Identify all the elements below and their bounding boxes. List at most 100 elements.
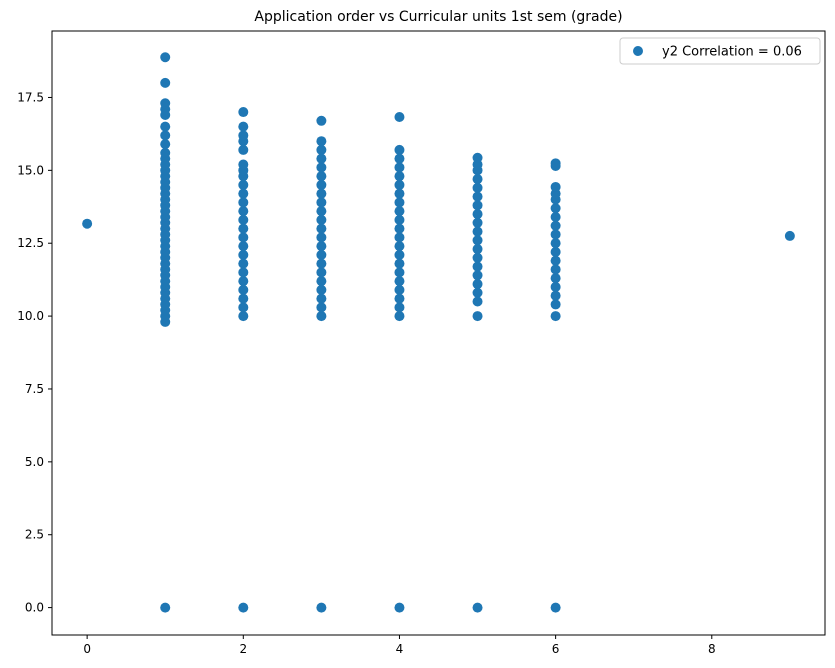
- data-point: [160, 602, 171, 613]
- data-point: [160, 147, 171, 158]
- data-point: [472, 270, 483, 281]
- data-point: [316, 284, 327, 295]
- data-point: [550, 220, 561, 231]
- data-point: [394, 241, 405, 252]
- data-point: [550, 299, 561, 310]
- data-point: [394, 214, 405, 225]
- data-point: [316, 293, 327, 304]
- data-point: [472, 252, 483, 263]
- data-point: [316, 276, 327, 287]
- data-point: [550, 181, 561, 192]
- data-point: [550, 273, 561, 284]
- data-point: [472, 191, 483, 202]
- data-point: [550, 246, 561, 257]
- data-point: [472, 235, 483, 246]
- data-point: [394, 311, 405, 322]
- data-point: [394, 197, 405, 208]
- data-point: [82, 218, 93, 229]
- data-point: [394, 232, 405, 243]
- data-point: [550, 264, 561, 275]
- data-point: [394, 162, 405, 173]
- data-point: [316, 162, 327, 173]
- data-point: [238, 144, 249, 155]
- data-point: [238, 284, 249, 295]
- data-point: [238, 311, 249, 322]
- data-point: [394, 223, 405, 234]
- data-point: [394, 153, 405, 164]
- y-tick-label: 15.0: [17, 163, 44, 177]
- x-tick-label: 0: [83, 642, 91, 656]
- data-point: [160, 77, 171, 88]
- data-point: [472, 209, 483, 220]
- data-point: [472, 217, 483, 228]
- points-layer: [82, 52, 795, 613]
- data-point: [784, 230, 795, 241]
- data-point: [472, 200, 483, 211]
- data-point: [316, 311, 327, 322]
- data-point: [316, 197, 327, 208]
- data-point: [394, 276, 405, 287]
- plot-frame: [51, 30, 826, 636]
- y-axis: 0.0 2.5 5.0 7.5 10.0 12.5 15.0 17.5: [17, 90, 52, 615]
- data-point: [472, 152, 483, 163]
- data-point: [316, 214, 327, 225]
- y-tick-label: 17.5: [17, 90, 44, 104]
- data-point: [472, 311, 483, 322]
- data-point: [472, 174, 483, 185]
- data-point: [238, 276, 249, 287]
- y-tick-label: 12.5: [17, 236, 44, 250]
- data-point: [160, 139, 171, 150]
- data-point: [472, 287, 483, 298]
- data-point: [238, 249, 249, 260]
- data-point: [238, 188, 249, 199]
- data-point: [316, 179, 327, 190]
- chart-title: Application order vs Curricular units 1s…: [254, 9, 622, 25]
- data-point: [238, 159, 249, 170]
- data-point: [160, 98, 171, 109]
- data-point: [238, 197, 249, 208]
- data-point: [238, 267, 249, 278]
- data-point: [394, 111, 405, 122]
- data-point: [160, 130, 171, 141]
- data-point: [550, 211, 561, 222]
- data-point: [316, 206, 327, 217]
- data-point: [238, 130, 249, 141]
- data-point: [238, 121, 249, 132]
- data-point: [472, 244, 483, 255]
- data-point: [316, 258, 327, 269]
- data-point: [394, 293, 405, 304]
- data-point: [316, 144, 327, 155]
- data-point: [316, 302, 327, 313]
- x-tick-label: 2: [239, 642, 247, 656]
- data-point: [238, 223, 249, 234]
- data-point: [316, 153, 327, 164]
- data-point: [394, 206, 405, 217]
- data-point: [238, 302, 249, 313]
- data-point: [472, 261, 483, 272]
- data-point: [550, 203, 561, 214]
- data-point: [550, 281, 561, 292]
- data-point: [316, 136, 327, 147]
- data-point: [550, 290, 561, 301]
- data-point: [316, 171, 327, 182]
- data-point: [316, 232, 327, 243]
- legend-label: y2 Correlation = 0.06: [662, 45, 802, 60]
- data-point: [316, 188, 327, 199]
- y-tick-label: 7.5: [25, 382, 44, 396]
- data-point: [550, 311, 561, 322]
- data-point: [316, 267, 327, 278]
- data-point: [238, 214, 249, 225]
- data-point: [160, 52, 171, 63]
- data-point: [238, 232, 249, 243]
- data-point: [316, 249, 327, 260]
- data-point: [238, 179, 249, 190]
- data-point: [238, 107, 249, 118]
- data-point: [394, 302, 405, 313]
- x-axis: 0 2 4 6 8: [83, 635, 716, 656]
- data-point: [550, 229, 561, 240]
- y-tick-label: 0.0: [25, 601, 44, 615]
- data-point: [472, 226, 483, 237]
- y-tick-label: 2.5: [25, 528, 44, 542]
- data-point: [238, 602, 249, 613]
